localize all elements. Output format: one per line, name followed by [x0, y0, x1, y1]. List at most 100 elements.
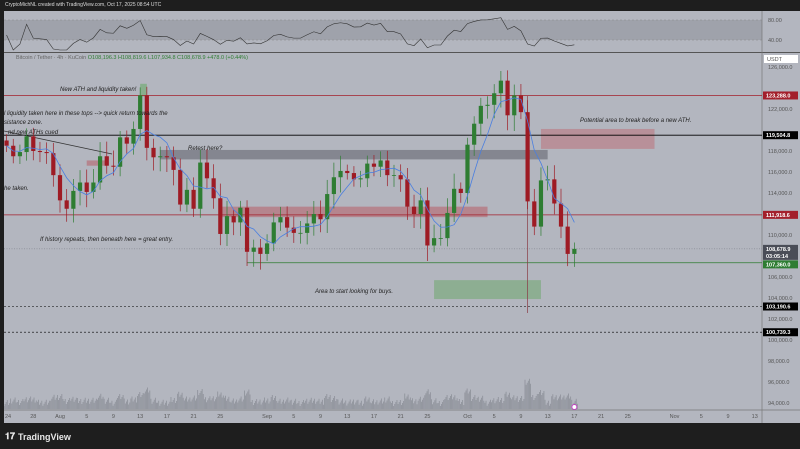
- volume-bar: [258, 401, 260, 409]
- volume-bar: [491, 402, 492, 409]
- volume-bar: [465, 390, 467, 409]
- volume-bar: [325, 396, 327, 409]
- volume-bar: [377, 404, 379, 409]
- time-tick-label: 9: [112, 414, 115, 420]
- volume-bar: [294, 400, 295, 409]
- footer-bar: [0, 423, 800, 449]
- volume-bar: [544, 399, 546, 409]
- volume-bar: [195, 400, 196, 409]
- volume-bar: [291, 404, 293, 409]
- price-level-label: 107,360.0: [766, 262, 790, 268]
- volume-bar: [80, 399, 82, 409]
- volume-bar: [529, 378, 530, 409]
- volume-bar: [561, 399, 563, 409]
- price-level-tag: [763, 244, 798, 260]
- volume-bar: [180, 394, 182, 409]
- volume-bar: [407, 394, 409, 409]
- candle-body: [385, 160, 390, 176]
- volume-bar: [551, 396, 553, 409]
- volume-bar: [217, 391, 219, 409]
- volume-bar: [156, 402, 157, 409]
- volume-bar: [473, 397, 475, 409]
- price-tick-label: 94,000.0: [768, 401, 789, 407]
- price-tick-label: 126,000.0: [768, 65, 792, 71]
- volume-bar: [11, 403, 13, 409]
- volume-bar: [98, 397, 99, 409]
- time-tick-label: 13: [137, 414, 143, 420]
- price-chart[interactable]: 80.00 40.00 Bitcoin / Tether · 4h · KuCoin…: [4, 11, 800, 423]
- volume-bar: [15, 402, 17, 409]
- volume-bar: [463, 405, 465, 409]
- candle-body: [285, 217, 290, 228]
- candle-body: [231, 216, 236, 223]
- time-tick-label: 24: [5, 414, 11, 420]
- candle-body: [532, 201, 537, 227]
- volume-bar: [488, 401, 490, 409]
- volume-bar: [520, 398, 521, 409]
- volume-bar: [29, 398, 30, 409]
- volume-bar: [563, 395, 565, 409]
- candle-body: [4, 140, 9, 146]
- volume-bar: [262, 400, 264, 409]
- volume-bar: [200, 391, 202, 409]
- volume-bar: [541, 395, 543, 409]
- volume-bar: [161, 401, 163, 409]
- volume-bar: [526, 382, 528, 409]
- time-tick-label: 5: [493, 414, 496, 420]
- volume-bar: [224, 397, 225, 409]
- volume-bar: [83, 399, 85, 409]
- volume-bar: [157, 402, 158, 409]
- volume-bar: [513, 395, 515, 409]
- volume-bar: [130, 398, 132, 409]
- volume-bar: [441, 404, 442, 409]
- volume-bar: [140, 397, 142, 409]
- chart-annotation: Retest here?: [188, 146, 223, 152]
- candle-body: [391, 175, 397, 176]
- volume-bar: [519, 400, 520, 409]
- volume-bar: [137, 396, 138, 409]
- volume-bar: [350, 403, 352, 409]
- volume-bar: [486, 405, 488, 409]
- chart-area[interactable]: 80.00 40.00 Bitcoin / Tether · 4h · KuCoin…: [4, 11, 800, 423]
- time-tick-label: 21: [598, 414, 604, 420]
- volume-bar: [378, 402, 380, 409]
- volume-bar: [199, 393, 201, 409]
- volume-bar: [235, 401, 236, 409]
- volume-bar: [176, 401, 177, 409]
- volume-bar: [532, 395, 534, 409]
- price-level-label: 108,678.9: [766, 247, 790, 253]
- price-tick-label: 116,000.0: [768, 170, 792, 176]
- volume-bar: [139, 392, 141, 409]
- rsi-band: [4, 20, 762, 40]
- volume-bar: [357, 399, 359, 409]
- volume-bar: [234, 403, 235, 409]
- candle-body: [318, 214, 323, 220]
- volume-bar: [208, 398, 210, 409]
- price-level-tag: [763, 131, 798, 140]
- tradingview-logo[interactable]: 𝟏𝟕 TradingView: [5, 431, 71, 442]
- volume-bar: [146, 389, 147, 409]
- volume-bar: [92, 397, 94, 409]
- volume-bar: [75, 397, 77, 409]
- volume-bar: [460, 404, 461, 409]
- volume-bar: [42, 405, 44, 409]
- volume-bar: [163, 404, 165, 409]
- volume-bar: [461, 402, 462, 409]
- volume-bar: [442, 402, 444, 409]
- volume-bar: [99, 395, 101, 409]
- volume-bar: [59, 398, 61, 409]
- volume-bar: [555, 395, 557, 409]
- candle-body: [438, 238, 443, 239]
- candle-body: [51, 153, 56, 176]
- volume-bar: [375, 402, 377, 409]
- volume-bar: [434, 400, 436, 409]
- volume-bar: [89, 403, 91, 409]
- volume-bar: [237, 402, 239, 409]
- volume-bar: [464, 392, 466, 409]
- volume-bar: [369, 402, 371, 409]
- volume-bar: [428, 394, 430, 409]
- candle-body: [478, 105, 483, 124]
- volume-bar: [295, 398, 297, 409]
- volume-bar: [118, 396, 120, 409]
- volume-bar: [160, 403, 162, 409]
